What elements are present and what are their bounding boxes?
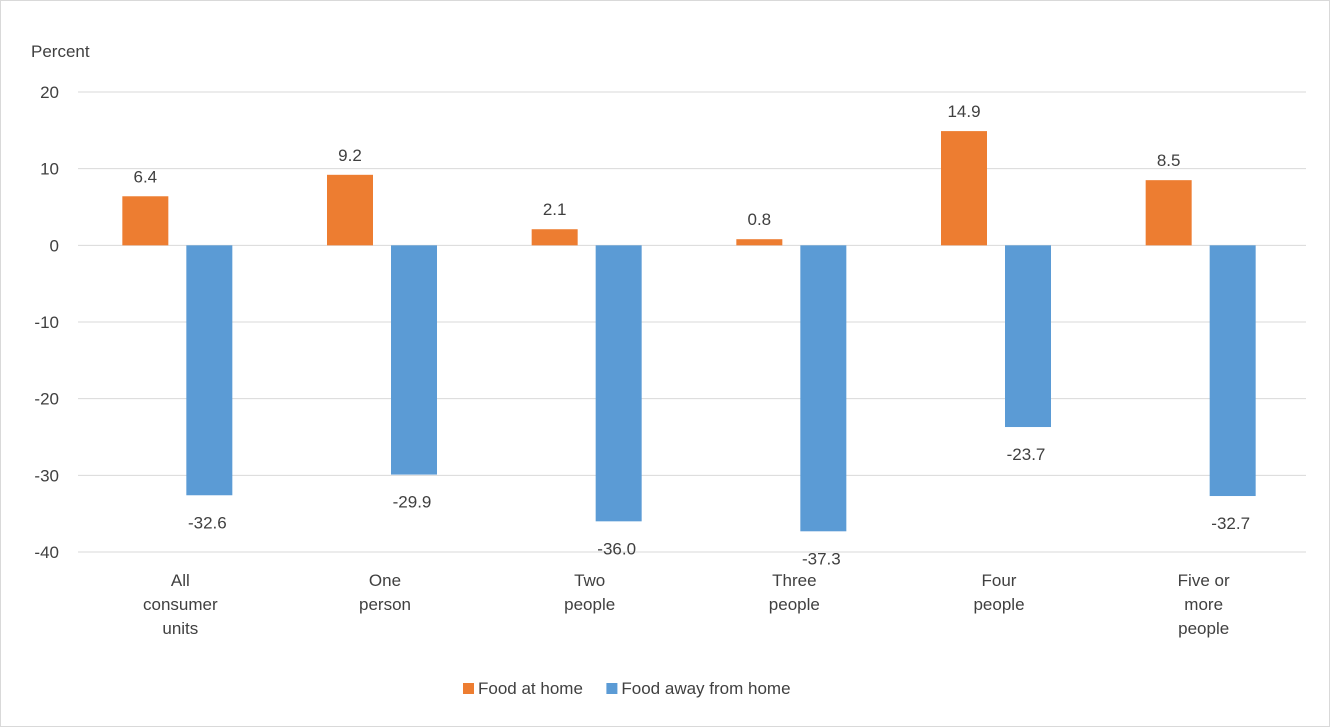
x-tick-label-line: people <box>564 595 615 614</box>
x-tick-label-line: more <box>1184 595 1223 614</box>
y-tick-label: 10 <box>40 160 59 179</box>
y-tick-label: 20 <box>40 83 59 102</box>
x-tick-label: All consumer units <box>143 571 218 638</box>
bar-food-at-home <box>122 196 168 245</box>
data-label: -23.7 <box>1007 445 1046 464</box>
data-label: -37.3 <box>802 549 841 568</box>
y-axis-title: Percent <box>31 42 90 61</box>
data-label: 6.4 <box>134 167 158 186</box>
data-label: -29.9 <box>393 493 432 512</box>
legend-swatch <box>606 683 617 694</box>
x-tick-label-line: Two <box>574 571 605 590</box>
x-tick-label: Five or more people <box>1178 571 1230 638</box>
y-tick-label: -30 <box>34 466 59 485</box>
y-tick-label: -10 <box>34 313 59 332</box>
x-tick-label: Two people <box>564 571 615 614</box>
bar-food-away-from-home <box>800 245 846 531</box>
x-tick-label-line: Three <box>772 571 816 590</box>
data-label: 8.5 <box>1157 151 1181 170</box>
x-tick-label-line: people <box>769 595 820 614</box>
data-label: 0.8 <box>748 210 772 229</box>
x-tick-label-line: people <box>1178 619 1229 638</box>
x-tick-label-line: people <box>973 595 1024 614</box>
x-tick-label-line: Five or <box>1178 571 1230 590</box>
x-tick-label-line: units <box>162 619 198 638</box>
bar-food-at-home <box>327 175 373 246</box>
x-tick-label-line: All <box>171 571 190 590</box>
data-label: 2.1 <box>543 200 567 219</box>
x-tick-label: One person <box>359 571 411 614</box>
x-tick-label: Four people <box>973 571 1024 614</box>
bar-food-away-from-home <box>596 245 642 521</box>
bar-food-at-home <box>1146 180 1192 245</box>
data-label: -32.6 <box>188 513 227 532</box>
data-label: -36.0 <box>597 539 636 558</box>
x-tick-label-line: Four <box>982 571 1017 590</box>
data-label: 9.2 <box>338 146 362 165</box>
bar-food-at-home <box>941 131 987 245</box>
legend-swatch <box>463 683 474 694</box>
legend-label: Food away from home <box>621 679 790 698</box>
y-tick-label: -40 <box>34 543 59 562</box>
bar-food-away-from-home <box>1005 245 1051 427</box>
y-tick-label: 0 <box>50 236 59 255</box>
legend-label: Food at home <box>478 679 583 698</box>
y-tick-label: -20 <box>34 390 59 409</box>
bar-food-away-from-home <box>1210 245 1256 496</box>
data-label: -32.7 <box>1211 514 1250 533</box>
x-tick-label: Three people <box>769 571 820 614</box>
bar-food-at-home <box>736 239 782 245</box>
x-tick-label-line: consumer <box>143 595 218 614</box>
bar-food-at-home <box>532 229 578 245</box>
bar-food-away-from-home <box>186 245 232 495</box>
data-label: 14.9 <box>947 102 980 121</box>
bar-food-away-from-home <box>391 245 437 474</box>
x-tick-label-line: person <box>359 595 411 614</box>
x-tick-label-line: One <box>369 571 401 590</box>
